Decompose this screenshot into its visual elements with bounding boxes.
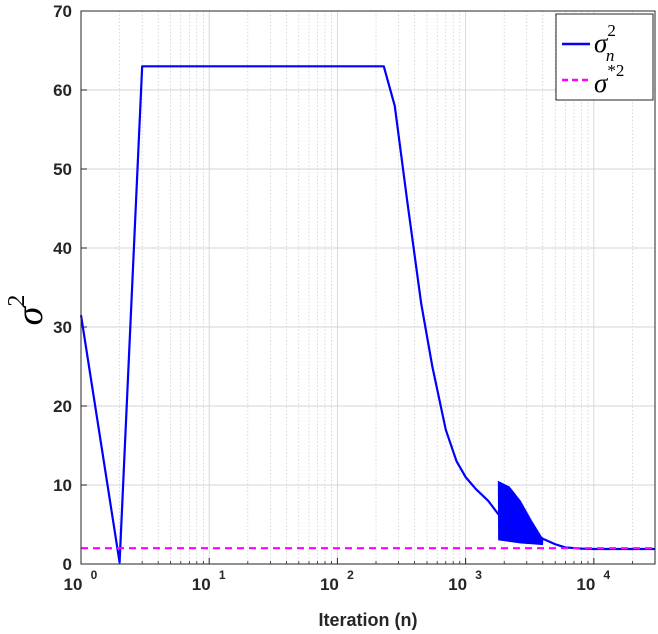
legend-box xyxy=(555,13,654,101)
x-tick-label-exponent: 0 xyxy=(91,568,98,582)
y-tick-label: 0 xyxy=(63,555,72,574)
series-sigma-n-line xyxy=(79,65,655,564)
y-axis-label-sup: 2 xyxy=(4,295,30,307)
legend: σ2 n σ*2 xyxy=(555,13,654,101)
x-tick-label: 10 xyxy=(576,575,595,594)
legend-label-sigma-n: σ2 n xyxy=(594,21,616,65)
y-axis-label-symbol: σ xyxy=(9,305,51,325)
y-tick-label: 70 xyxy=(53,2,72,21)
series-sigma-n-oscillation xyxy=(497,481,544,546)
y-tick-label: 40 xyxy=(53,239,72,258)
y-tick-label: 10 xyxy=(53,476,72,495)
axis-ticks xyxy=(80,10,656,565)
svg-text:σ2: σ2 xyxy=(4,295,51,326)
y-tick-label: 60 xyxy=(53,81,72,100)
series-layer xyxy=(79,65,655,564)
plot-frame xyxy=(80,10,656,565)
y-tick-label: 20 xyxy=(53,397,72,416)
x-axis-label: Iteration (n) xyxy=(319,610,418,630)
x-tick-label: 10 xyxy=(64,575,83,594)
x-tick-label: 10 xyxy=(192,575,211,594)
x-tick-label-exponent: 1 xyxy=(219,568,226,582)
x-tick-label-exponent: 3 xyxy=(475,568,482,582)
x-tick-label: 10 xyxy=(448,575,467,594)
y-axis-label: σ2 xyxy=(4,295,51,326)
x-tick-label-exponent: 2 xyxy=(347,568,354,582)
x-tick-label-exponent: 4 xyxy=(603,568,610,582)
x-tick-label: 10 xyxy=(320,575,339,594)
legend-label-sigma-star: σ*2 xyxy=(594,61,624,98)
plot-background xyxy=(81,11,655,564)
y-tick-label: 30 xyxy=(53,318,72,337)
y-tick-label: 50 xyxy=(53,160,72,179)
